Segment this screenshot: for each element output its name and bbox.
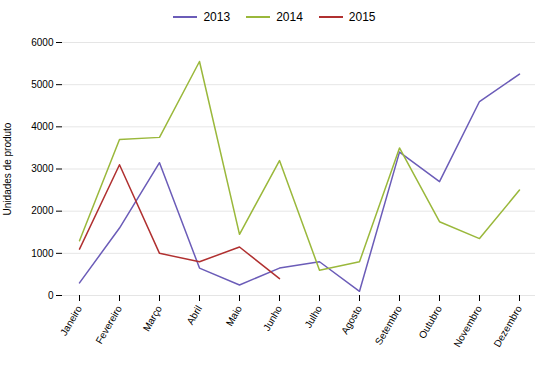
html-text:2014: 2014	[276, 10, 303, 24]
svg-text:Unidades de produto: Unidades de produto	[2, 122, 13, 215]
svg-text:5000: 5000	[31, 79, 54, 90]
svg-text:Julho: Julho	[303, 303, 325, 330]
svg-text:4000: 4000	[31, 121, 54, 132]
svg-text:Maio: Maio	[224, 303, 245, 328]
svg-text:Outubro: Outubro	[416, 303, 444, 340]
svg-text:2000: 2000	[31, 205, 54, 216]
svg-text:0: 0	[48, 290, 54, 301]
svg-text:Janeiro: Janeiro	[58, 303, 84, 337]
svg-text:Março: Março	[141, 303, 165, 333]
svg-text:6000: 6000	[31, 37, 54, 48]
svg-text:3000: 3000	[31, 163, 54, 174]
svg-text:1000: 1000	[31, 248, 54, 259]
svg-text:Novembro: Novembro	[451, 303, 484, 349]
html-text:2013: 2013	[203, 10, 231, 24]
svg-text:Fevereiro: Fevereiro	[93, 303, 124, 345]
svg-text:Agosto: Agosto	[339, 303, 364, 336]
svg-text:Junho: Junho	[261, 303, 284, 332]
svg-text:Dezembro: Dezembro	[491, 303, 524, 349]
svg-text:Setembro: Setembro	[373, 303, 404, 346]
html-text:2015: 2015	[348, 10, 376, 24]
svg-text:Abril: Abril	[184, 304, 204, 327]
